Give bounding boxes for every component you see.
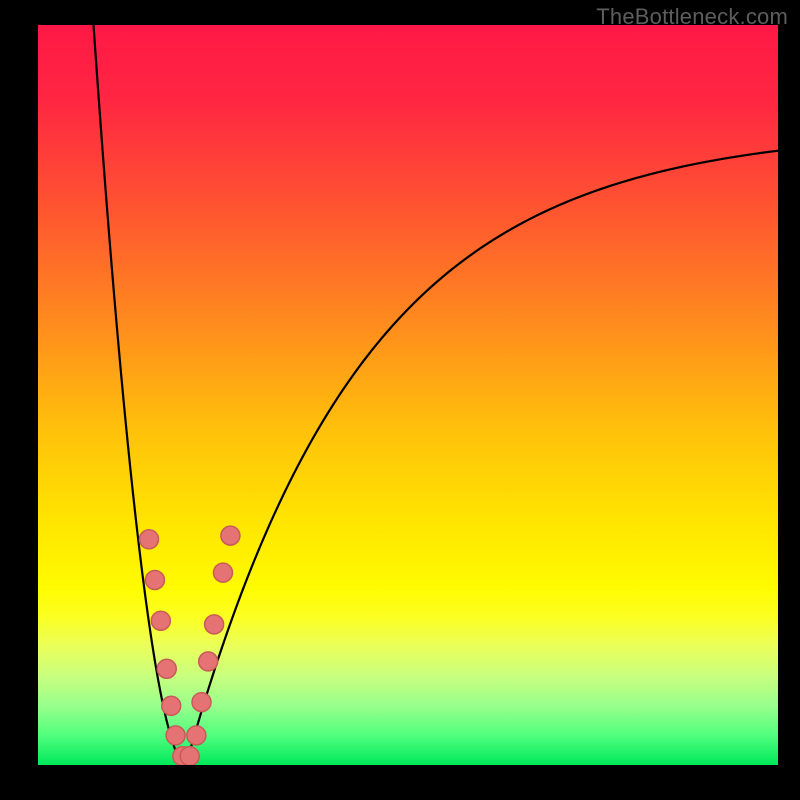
marker-point xyxy=(199,652,218,671)
marker-point xyxy=(205,615,224,634)
marker-point xyxy=(145,571,164,590)
watermark-text: TheBottleneck.com xyxy=(596,4,788,30)
chart-container: TheBottleneck.com xyxy=(0,0,800,800)
marker-point xyxy=(151,611,170,630)
plot-background xyxy=(38,25,778,765)
marker-point xyxy=(140,530,159,549)
marker-point xyxy=(192,693,211,712)
marker-point xyxy=(187,726,206,745)
marker-point xyxy=(166,726,185,745)
chart-svg xyxy=(0,0,800,800)
marker-point xyxy=(214,563,233,582)
marker-point xyxy=(221,526,240,545)
marker-point xyxy=(180,747,199,766)
marker-point xyxy=(157,659,176,678)
marker-point xyxy=(162,696,181,715)
